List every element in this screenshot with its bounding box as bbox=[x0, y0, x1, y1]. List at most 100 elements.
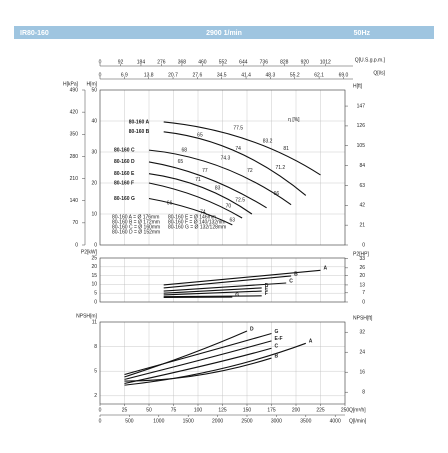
series-label: F bbox=[265, 291, 268, 297]
lmin-tick-label: 1000 bbox=[153, 418, 164, 424]
top-axis-label: Q[U.S.g.p.m.] bbox=[355, 57, 386, 63]
efficiency-label: 83.2 bbox=[263, 138, 273, 144]
series-label: 80-160 D bbox=[114, 159, 135, 165]
y2-tick-label: 20 bbox=[359, 273, 365, 279]
y2-tick-label: 42 bbox=[359, 203, 365, 209]
series-label: 80-160 B bbox=[129, 129, 150, 135]
top-tick-label: 69.0 bbox=[339, 72, 349, 78]
kpa-tick-label: 70 bbox=[72, 220, 78, 226]
series-label: A bbox=[324, 266, 328, 272]
efficiency-label: 71 bbox=[195, 177, 201, 183]
y2-axis-label: NPSH[ft] bbox=[353, 315, 373, 321]
top-tick-label: 34.5 bbox=[217, 72, 227, 78]
x-tick-label: 175 bbox=[267, 407, 276, 413]
y-axis-label: NPSH[m] bbox=[76, 313, 97, 319]
x-tick-label: 50 bbox=[146, 407, 152, 413]
x-tick-label: 25 bbox=[122, 407, 128, 413]
top-axis-label: Q[l/s] bbox=[373, 70, 385, 76]
y-tick-label: 50 bbox=[91, 87, 97, 93]
top-tick-label: 55.2 bbox=[290, 72, 300, 78]
lmin-tick-label: 3000 bbox=[271, 418, 282, 424]
kpa-tick-label: 0 bbox=[75, 242, 78, 248]
kpa-tick-label: 490 bbox=[70, 87, 79, 93]
y-tick-label: 40 bbox=[91, 118, 97, 124]
y2-tick-label: 16 bbox=[359, 370, 365, 376]
eta-label: η [%] bbox=[288, 117, 300, 123]
efficiency-label: 63 bbox=[230, 218, 236, 224]
x-tick-label: 0 bbox=[99, 407, 102, 413]
lmin-tick-label: 4000 bbox=[330, 418, 341, 424]
y2-tick-label: 21 bbox=[359, 222, 365, 228]
efficiency-label: 74 bbox=[235, 146, 241, 152]
y-tick-label: 11 bbox=[92, 319, 97, 325]
y2-tick-label: 147 bbox=[357, 103, 366, 109]
y-tick-label: 30 bbox=[91, 149, 97, 155]
y-tick-label: 20 bbox=[91, 264, 97, 270]
series-label: 80-160 C bbox=[114, 147, 135, 153]
header: IR80-160 2900 1/min 50Hz bbox=[14, 26, 434, 39]
y2-tick-label: 13 bbox=[359, 282, 365, 288]
top-tick-label: 48.3 bbox=[266, 72, 276, 78]
kpa-tick-label: 140 bbox=[70, 198, 79, 204]
efficiency-label: 65 bbox=[197, 132, 203, 138]
y-tick-label: 10 bbox=[91, 282, 97, 288]
y2-tick-label: 26 bbox=[359, 265, 365, 271]
efficiency-label: 81 bbox=[283, 146, 289, 152]
efficiency-label: 72.5 bbox=[235, 197, 245, 203]
efficiency-label: 70 bbox=[226, 203, 232, 209]
top-tick-label: 184 bbox=[137, 59, 146, 65]
top-tick-label: 41.4 bbox=[241, 72, 251, 78]
y-axis-label: H[m] bbox=[86, 81, 97, 87]
speed: 2900 1/min bbox=[206, 30, 242, 37]
series-label: 80-160 F bbox=[114, 180, 134, 186]
efficiency-label: 72 bbox=[247, 168, 253, 174]
top-tick-label: 0 bbox=[99, 72, 102, 78]
top-tick-label: 460 bbox=[198, 59, 207, 65]
kpa-tick-label: 350 bbox=[70, 132, 79, 138]
y-tick-label: 0 bbox=[94, 242, 97, 248]
x-tick-label: 150 bbox=[243, 407, 252, 413]
y2-tick-label: 63 bbox=[359, 183, 365, 189]
x-tick-label: 100 bbox=[194, 407, 203, 413]
y2-tick-label: 84 bbox=[359, 163, 365, 169]
efficiency-label: 71.2 bbox=[275, 165, 285, 171]
y-tick-label: 25 bbox=[91, 255, 97, 261]
series-label: A bbox=[309, 339, 313, 345]
y2-tick-label: 8 bbox=[362, 390, 365, 396]
series-label: B bbox=[275, 353, 279, 359]
y2-axis-label: H[ft] bbox=[353, 83, 363, 89]
y2-tick-label: 7 bbox=[362, 290, 365, 296]
top-tick-label: 92 bbox=[118, 59, 124, 65]
legend-entry: 80-160 D = Ø 152mm bbox=[112, 229, 160, 235]
y-tick-label: 5 bbox=[94, 291, 97, 297]
kpa-tick-label: 420 bbox=[70, 109, 79, 115]
y-tick-label: 2 bbox=[94, 393, 97, 399]
efficiency-label: 68 bbox=[181, 147, 187, 153]
efficiency-label: 66 bbox=[274, 191, 280, 197]
curve bbox=[164, 132, 306, 196]
y-tick-label: 15 bbox=[91, 273, 97, 279]
lmin-tick-label: 2000 bbox=[212, 418, 223, 424]
top-tick-label: 20.7 bbox=[168, 72, 178, 78]
y2-tick-label: 105 bbox=[357, 143, 366, 149]
efficiency-label: 74.3 bbox=[221, 156, 231, 162]
efficiency-label: 65 bbox=[178, 159, 184, 165]
series-label: 80-160 A bbox=[129, 119, 150, 125]
x-tick-label: 125 bbox=[218, 407, 227, 413]
y2-axis-label: P2[HP] bbox=[353, 251, 369, 257]
lmin-tick-label: 500 bbox=[125, 418, 134, 424]
series-label: E-F bbox=[275, 336, 283, 342]
top-tick-label: 736 bbox=[260, 59, 269, 65]
top-tick-label: 27.6 bbox=[193, 72, 203, 78]
efficiency-label: 77 bbox=[202, 168, 208, 174]
kpa-tick-label: 280 bbox=[70, 154, 79, 160]
lmin-tick-label: 0 bbox=[99, 418, 102, 424]
series-label: 80-160 E bbox=[114, 171, 135, 177]
kpa-tick-label: 210 bbox=[70, 176, 79, 182]
kpa-axis-label: H[kPa] bbox=[63, 81, 79, 87]
efficiency-label: 77.5 bbox=[233, 125, 243, 131]
top-tick-label: 552 bbox=[219, 59, 228, 65]
x-tick-label: 200 bbox=[292, 407, 301, 413]
lmin-tick-label: 3500 bbox=[300, 418, 311, 424]
